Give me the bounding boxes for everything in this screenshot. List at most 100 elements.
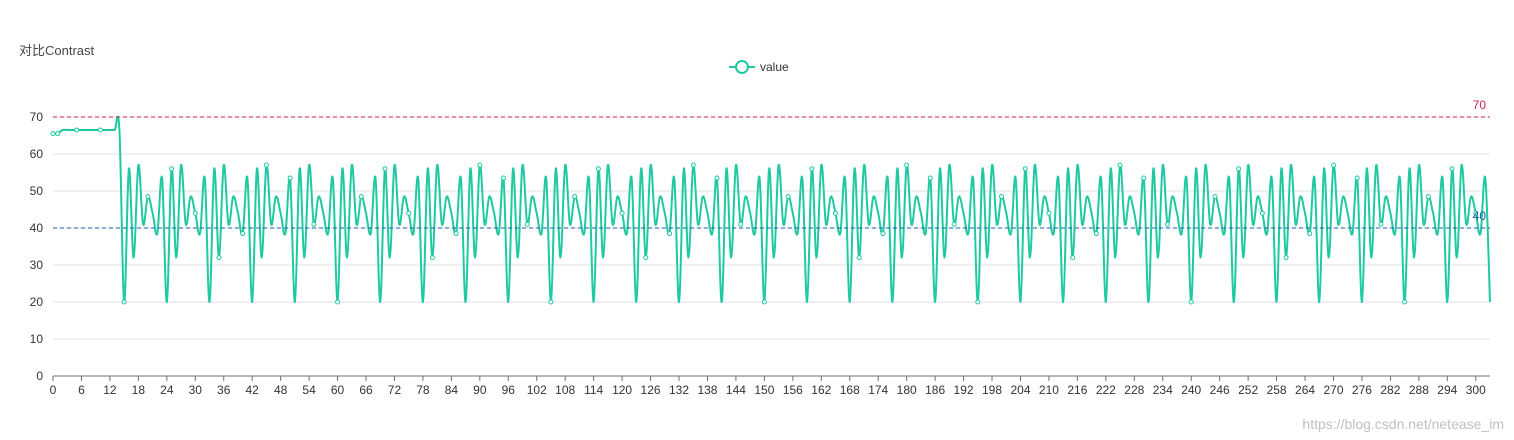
data-point	[999, 194, 1005, 200]
data-point	[785, 194, 791, 200]
data-point	[856, 255, 862, 261]
y-tick-label: 40	[30, 221, 44, 235]
data-point	[833, 210, 839, 216]
chart-title: 对比Contrast	[19, 43, 95, 58]
x-tick-label: 264	[1295, 383, 1315, 397]
x-tick-label: 294	[1437, 383, 1457, 397]
x-tick-label: 144	[726, 383, 746, 397]
x-tick-label: 30	[189, 383, 203, 397]
watermark: https://blog.csdn.net/netease_im	[1302, 416, 1504, 432]
x-tick-label: 84	[445, 383, 459, 397]
data-point	[595, 166, 601, 172]
x-tick-label: 0	[50, 383, 57, 397]
data-point	[1141, 175, 1147, 181]
data-point	[55, 131, 61, 137]
x-tick-label: 54	[302, 383, 316, 397]
y-tick-label: 10	[30, 332, 44, 346]
data-point	[1378, 221, 1384, 227]
y-tick-label: 60	[30, 147, 44, 161]
y-tick-label: 30	[30, 258, 44, 272]
data-point	[287, 175, 293, 181]
data-point	[975, 299, 981, 305]
data-point	[643, 255, 649, 261]
x-tick-label: 288	[1409, 383, 1429, 397]
x-tick-label: 300	[1466, 383, 1486, 397]
x-tick-label: 252	[1238, 383, 1258, 397]
data-point	[904, 162, 910, 168]
x-tick-label: 186	[925, 383, 945, 397]
data-point	[548, 299, 554, 305]
data-point	[429, 255, 435, 261]
data-point	[880, 231, 886, 237]
data-point	[74, 127, 80, 133]
data-point	[216, 255, 222, 261]
x-tick-label: 12	[103, 383, 117, 397]
x-tick-label: 156	[783, 383, 803, 397]
data-point	[1402, 299, 1408, 305]
x-tick-label: 258	[1267, 383, 1287, 397]
x-tick-label: 276	[1352, 383, 1372, 397]
data-point	[335, 299, 341, 305]
data-point	[524, 221, 530, 227]
x-tick-label: 204	[1010, 383, 1030, 397]
x-tick-label: 102	[527, 383, 547, 397]
legend[interactable]: value	[729, 59, 789, 75]
x-tick-label: 18	[132, 383, 146, 397]
legend-line-circle-icon	[729, 59, 755, 75]
x-tick-label: 66	[359, 383, 373, 397]
y-tick-label: 50	[30, 184, 44, 198]
x-tick-label: 168	[840, 383, 860, 397]
data-point	[382, 166, 388, 172]
x-tick-label: 90	[473, 383, 487, 397]
x-tick-label: 78	[416, 383, 430, 397]
data-point	[1046, 210, 1052, 216]
data-point	[358, 194, 364, 200]
series-line-value	[52, 115, 1491, 304]
data-point	[477, 162, 483, 168]
x-tick-label: 162	[811, 383, 831, 397]
data-point	[121, 299, 127, 305]
data-point	[311, 221, 317, 227]
x-tick-label: 210	[1039, 383, 1059, 397]
data-point	[1188, 299, 1194, 305]
x-tick-label: 228	[1124, 383, 1144, 397]
data-point	[809, 166, 815, 172]
data-point	[1330, 162, 1336, 168]
x-tick-label: 36	[217, 383, 231, 397]
mark-line-label-40: 40	[1473, 209, 1487, 223]
data-point	[1212, 194, 1218, 200]
data-point	[1236, 166, 1242, 172]
data-point	[406, 210, 412, 216]
data-point	[192, 210, 198, 216]
data-point	[714, 175, 720, 181]
mark-line-label-70: 70	[1473, 98, 1487, 112]
data-point	[263, 162, 269, 168]
x-tick-label: 108	[555, 383, 575, 397]
data-point	[690, 162, 696, 168]
data-point	[1425, 194, 1431, 200]
x-tick-label: 174	[868, 383, 888, 397]
data-point	[1354, 175, 1360, 181]
data-point	[761, 299, 767, 305]
x-tick-label: 138	[697, 383, 717, 397]
data-point	[1093, 231, 1099, 237]
data-point	[951, 221, 957, 227]
x-tick-label: 180	[897, 383, 917, 397]
x-tick-label: 270	[1323, 383, 1343, 397]
x-tick-label: 60	[331, 383, 345, 397]
x-tick-label: 72	[388, 383, 402, 397]
data-point	[501, 175, 507, 181]
data-point	[1070, 255, 1076, 261]
data-point	[667, 231, 673, 237]
x-tick-label: 6	[78, 383, 85, 397]
x-tick-label: 42	[246, 383, 260, 397]
data-point	[738, 221, 744, 227]
x-tick-label: 24	[160, 383, 174, 397]
x-tick-label: 114	[584, 383, 603, 397]
y-tick-label: 0	[36, 369, 43, 383]
data-point	[1165, 221, 1171, 227]
x-tick-label: 126	[641, 383, 661, 397]
data-point	[145, 194, 151, 200]
data-point	[1259, 210, 1265, 216]
